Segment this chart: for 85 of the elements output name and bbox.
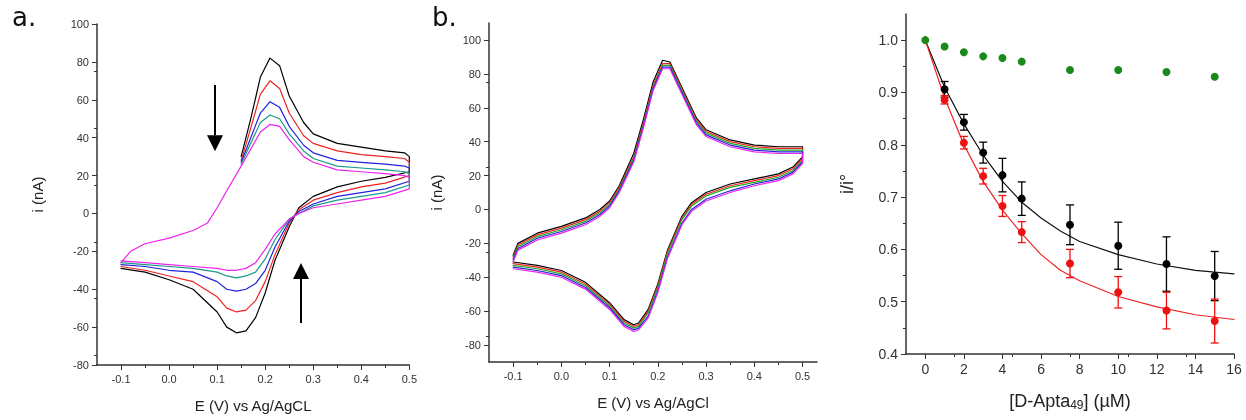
text: b.	[432, 2, 457, 32]
x-tick-label: 0.5	[401, 372, 417, 385]
point	[998, 53, 1007, 62]
point	[1066, 65, 1074, 74]
x-tick-label: 16	[1226, 361, 1242, 377]
y-axis-title: i (nA)	[29, 176, 46, 213]
y-tick-label: 0	[474, 203, 481, 216]
y-tick-label: 1.0	[878, 32, 899, 49]
point	[998, 171, 1007, 180]
x-tick-label: 0.3	[698, 369, 714, 382]
y-axis-title: i/i°	[837, 173, 857, 195]
x-tick-label: 2	[959, 361, 968, 377]
x-tick-label: -0.1	[503, 369, 523, 382]
point	[1017, 57, 1026, 66]
y-tick-label: 20	[76, 169, 89, 182]
point	[979, 52, 988, 61]
x-axis-title: E (V) vs Ag/AgCL	[194, 397, 312, 414]
y-tick-label: -60	[465, 305, 481, 318]
point	[1017, 228, 1026, 237]
point	[1017, 194, 1026, 203]
x-tick-label: 0.1	[209, 372, 225, 385]
y-tick-label: 0.4	[878, 346, 899, 362]
point	[1162, 68, 1171, 77]
x-tick-label: 6	[1037, 361, 1046, 377]
y-tick-label: -80	[465, 339, 481, 352]
x-tick-label: 14	[1187, 361, 1204, 377]
x-tick-label: 0.0	[161, 372, 177, 385]
x-axis-title: E (V) vs Ag/AgCl	[597, 394, 709, 411]
x-tick-label: 4	[998, 361, 1007, 377]
x-tick-label: 10	[1110, 361, 1127, 377]
point	[979, 148, 988, 157]
y-axis-title: i (nA)	[428, 174, 445, 211]
x-tick-label: 0.3	[305, 372, 321, 385]
point	[1066, 259, 1074, 268]
y-tick-label: 0	[82, 207, 89, 220]
point	[1114, 65, 1123, 74]
y-tick-label: 0.6	[878, 241, 899, 258]
point	[1210, 272, 1219, 281]
x-tick-label: 0.2	[650, 369, 666, 382]
point	[1162, 260, 1171, 269]
x-tick-label: 0.4	[353, 372, 369, 385]
y-tick-label: 0.5	[878, 293, 899, 310]
y-tick-label: -60	[73, 321, 89, 334]
x-tick-label: 12	[1149, 361, 1165, 377]
x-tick-label: 0.1	[601, 369, 618, 382]
x-tick-label: 0	[921, 361, 930, 377]
y-tick-label: -40	[73, 283, 89, 296]
point	[940, 42, 949, 51]
x-tick-label: -0.1	[111, 372, 131, 385]
y-tick-label: -80	[73, 359, 89, 371]
y-tick-label: -20	[73, 245, 89, 258]
y-tick-label: 20	[468, 169, 481, 182]
text: a.	[12, 2, 37, 32]
point	[921, 36, 930, 45]
point	[1066, 220, 1074, 229]
point	[979, 172, 988, 181]
point	[1114, 241, 1123, 250]
point	[959, 48, 968, 57]
y-tick-label: 80	[76, 55, 89, 68]
point	[1210, 317, 1219, 326]
y-tick-label: 0.9	[878, 84, 899, 101]
y-tick-label: 100	[70, 18, 89, 30]
x-tick-label: 8	[1075, 361, 1084, 377]
x-tick-label: 0.0	[553, 369, 569, 382]
y-tick-label: 0.7	[878, 189, 899, 206]
y-tick-label: 80	[468, 67, 481, 80]
point	[940, 85, 949, 94]
x-tick-label: 0.2	[257, 372, 273, 385]
x-tick-label: 0.5	[794, 369, 811, 382]
point	[959, 118, 968, 127]
point	[1162, 306, 1171, 315]
line-series	[120, 80, 410, 313]
line-series	[120, 57, 410, 334]
point	[1114, 288, 1123, 297]
x-tick-label: 0.4	[746, 369, 762, 382]
point	[998, 201, 1007, 210]
y-tick-label: 60	[468, 101, 481, 114]
y-tick-label: 40	[468, 135, 481, 148]
y-tick-label: 60	[76, 93, 89, 106]
y-tick-label: 100	[462, 33, 481, 46]
point	[1210, 72, 1219, 81]
y-tick-label: 0.8	[878, 136, 899, 153]
y-tick-label: 40	[76, 131, 89, 144]
y-tick-label: -40	[465, 271, 481, 284]
y-tick-label: -20	[465, 237, 481, 250]
